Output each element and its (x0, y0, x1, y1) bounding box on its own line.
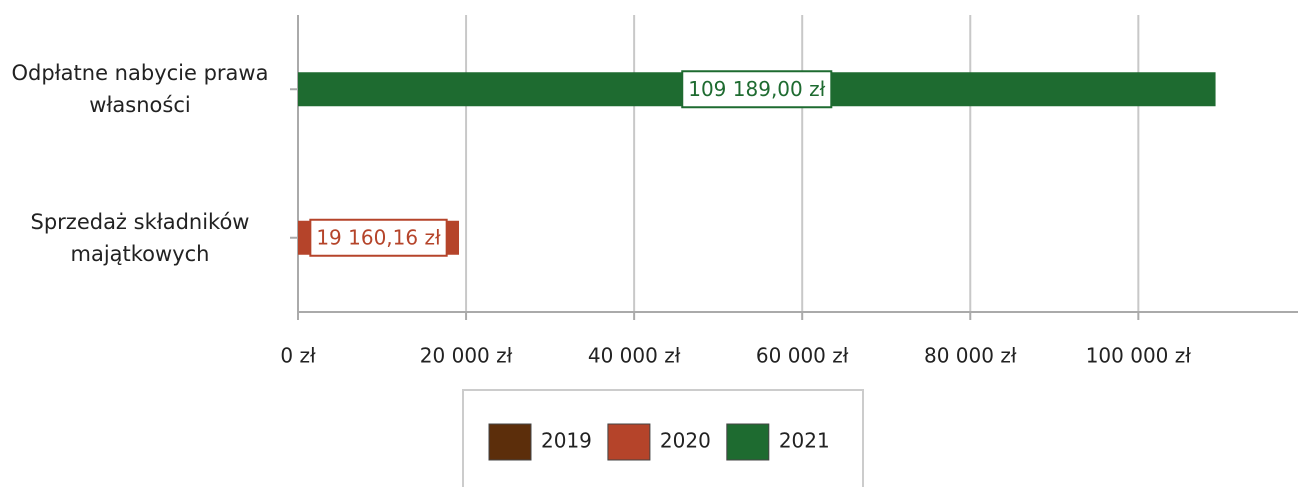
y-tick-label: Odpłatne nabycie prawa własności (11, 61, 269, 118)
x-tick-label: 80 000 zł (924, 344, 1017, 368)
legend-swatch (726, 423, 770, 461)
x-tick-label: 100 000 zł (1086, 344, 1192, 368)
x-tick-label: 20 000 zł (420, 344, 513, 368)
value-label-box (681, 70, 833, 109)
value-label: 109 189,00 zł (688, 77, 825, 101)
legend-label: 2020 (660, 429, 711, 453)
x-tick-label: 0 zł (280, 344, 316, 368)
value-label-box (309, 218, 448, 257)
legend-swatch (488, 423, 532, 461)
legend-label: 2021 (779, 429, 830, 453)
legend-swatch (607, 423, 651, 461)
x-tick-label: 60 000 zł (756, 344, 849, 368)
x-tick-label: 40 000 zł (588, 344, 681, 368)
value-label: 19 160,16 zł (316, 225, 441, 249)
y-tick-label: Sprzedaż składników majątkowych (30, 209, 250, 266)
legend-label: 2019 (541, 429, 592, 453)
